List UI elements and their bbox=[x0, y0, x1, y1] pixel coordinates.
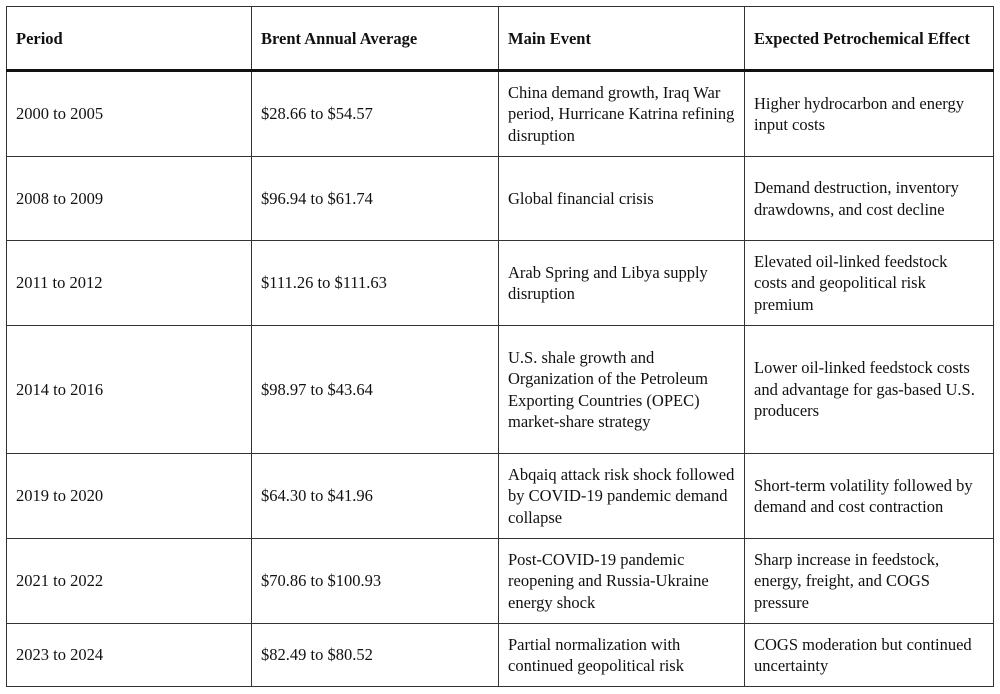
cell-effect: Short-term volatility followed by demand… bbox=[744, 453, 994, 539]
cell-effect: Higher hydrocarbon and energy input cost… bbox=[744, 70, 994, 157]
cell-brent: $96.94 to $61.74 bbox=[251, 156, 499, 241]
header-period: Period bbox=[6, 6, 252, 72]
cell-event: Abqaiq attack risk shock followed by COV… bbox=[498, 453, 745, 539]
cell-event: China demand growth, Iraq War period, Hu… bbox=[498, 70, 745, 157]
cell-period: 2014 to 2016 bbox=[6, 325, 252, 454]
brent-events-table: Period Brent Annual Average Main Event E… bbox=[6, 6, 994, 687]
cell-effect: Elevated oil-linked feedstock costs and … bbox=[744, 240, 994, 326]
table-row: 2011 to 2012 $111.26 to $111.63 Arab Spr… bbox=[6, 240, 994, 326]
cell-brent: $82.49 to $80.52 bbox=[251, 623, 499, 687]
cell-brent: $111.26 to $111.63 bbox=[251, 240, 499, 326]
header-expected-effect: Expected Petrochemical Effect bbox=[744, 6, 994, 72]
cell-effect: COGS moderation but continued uncertaint… bbox=[744, 623, 994, 687]
cell-period: 2008 to 2009 bbox=[6, 156, 252, 241]
table-body: 2000 to 2005 $28.66 to $54.57 China dema… bbox=[6, 70, 994, 687]
cell-brent: $28.66 to $54.57 bbox=[251, 70, 499, 157]
cell-event: U.S. shale growth and Organization of th… bbox=[498, 325, 745, 454]
cell-event: Arab Spring and Libya supply disruption bbox=[498, 240, 745, 326]
cell-event: Post-COVID-19 pandemic reopening and Rus… bbox=[498, 538, 745, 624]
cell-period: 2000 to 2005 bbox=[6, 70, 252, 157]
cell-brent: $70.86 to $100.93 bbox=[251, 538, 499, 624]
cell-effect: Demand destruction, inventory drawdowns,… bbox=[744, 156, 994, 241]
table-row: 2014 to 2016 $98.97 to $43.64 U.S. shale… bbox=[6, 325, 994, 454]
cell-effect: Sharp increase in feedstock, energy, fre… bbox=[744, 538, 994, 624]
header-main-event: Main Event bbox=[498, 6, 745, 72]
cell-period: 2011 to 2012 bbox=[6, 240, 252, 326]
document-page: Period Brent Annual Average Main Event E… bbox=[6, 6, 994, 687]
cell-period: 2019 to 2020 bbox=[6, 453, 252, 539]
cell-brent: $98.97 to $43.64 bbox=[251, 325, 499, 454]
cell-brent: $64.30 to $41.96 bbox=[251, 453, 499, 539]
cell-event: Global financial crisis bbox=[498, 156, 745, 241]
cell-period: 2023 to 2024 bbox=[6, 623, 252, 687]
table-row: 2019 to 2020 $64.30 to $41.96 Abqaiq att… bbox=[6, 453, 994, 539]
header-row: Period Brent Annual Average Main Event E… bbox=[6, 6, 994, 72]
header-brent-annual-average: Brent Annual Average bbox=[251, 6, 499, 72]
cell-effect: Lower oil-linked feedstock costs and adv… bbox=[744, 325, 994, 454]
table-header: Period Brent Annual Average Main Event E… bbox=[6, 6, 994, 72]
table-row: 2023 to 2024 $82.49 to $80.52 Partial no… bbox=[6, 623, 994, 687]
cell-period: 2021 to 2022 bbox=[6, 538, 252, 624]
table-row: 2000 to 2005 $28.66 to $54.57 China dema… bbox=[6, 70, 994, 157]
cell-event: Partial normalization with continued geo… bbox=[498, 623, 745, 687]
table-row: 2008 to 2009 $96.94 to $61.74 Global fin… bbox=[6, 156, 994, 241]
table-row: 2021 to 2022 $70.86 to $100.93 Post-COVI… bbox=[6, 538, 994, 624]
